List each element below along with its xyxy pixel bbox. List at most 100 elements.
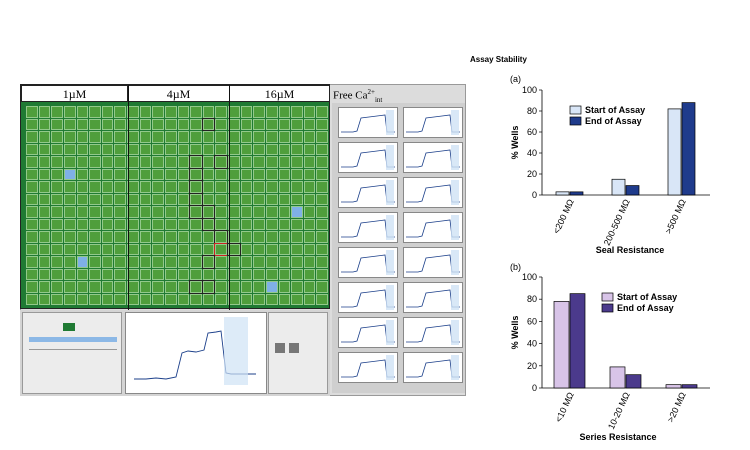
well-cell[interactable] xyxy=(152,118,164,130)
well-cell[interactable] xyxy=(164,293,177,305)
well-cell[interactable] xyxy=(152,268,164,280)
well-cell[interactable] xyxy=(228,231,240,243)
well-cell[interactable] xyxy=(265,218,278,230)
well-cell[interactable] xyxy=(38,131,51,143)
well-cell[interactable] xyxy=(240,268,253,280)
well-cell[interactable] xyxy=(253,156,265,168)
well-cell[interactable] xyxy=(101,193,114,205)
well-cell[interactable] xyxy=(152,156,164,168)
well-cell[interactable] xyxy=(139,293,152,305)
well-cell[interactable] xyxy=(101,268,114,280)
well-cell[interactable] xyxy=(63,106,76,118)
well-cell[interactable] xyxy=(177,218,190,230)
well-cell[interactable] xyxy=(202,231,215,243)
well-cell[interactable] xyxy=(76,106,89,118)
well-cell[interactable] xyxy=(152,193,164,205)
well-cell[interactable] xyxy=(240,181,253,193)
well-cell[interactable] xyxy=(291,156,303,168)
well-cell[interactable] xyxy=(189,205,203,219)
well-cell[interactable] xyxy=(127,293,139,305)
well-cell[interactable] xyxy=(139,243,152,255)
well-cell[interactable] xyxy=(265,131,278,143)
well-cell[interactable] xyxy=(228,193,240,205)
well-cell[interactable] xyxy=(278,131,291,143)
well-cell[interactable] xyxy=(76,143,89,155)
well-cell[interactable] xyxy=(51,206,63,218)
well-cell[interactable] xyxy=(228,131,240,143)
well-cell[interactable] xyxy=(190,218,202,230)
well-cell[interactable] xyxy=(190,231,202,243)
well-cell[interactable] xyxy=(228,256,240,268)
well-cell[interactable] xyxy=(316,243,328,255)
well-cell[interactable] xyxy=(177,206,190,218)
well-cell[interactable] xyxy=(26,143,38,155)
well-cell[interactable] xyxy=(114,231,126,243)
well-cell[interactable] xyxy=(139,156,152,168)
well-cell[interactable] xyxy=(201,117,216,131)
well-cell[interactable] xyxy=(303,268,316,280)
well-cell[interactable] xyxy=(190,243,202,255)
well-cell[interactable] xyxy=(89,156,101,168)
well-cell[interactable] xyxy=(265,206,278,218)
well-cell[interactable] xyxy=(127,131,139,143)
well-cell[interactable] xyxy=(291,143,303,155)
well-cell[interactable] xyxy=(177,168,190,180)
well-cell[interactable] xyxy=(76,181,89,193)
well-cell[interactable] xyxy=(114,193,126,205)
well-cell[interactable] xyxy=(26,206,38,218)
well-cell[interactable] xyxy=(38,243,51,255)
well-cell[interactable] xyxy=(26,168,38,180)
well-cell[interactable] xyxy=(63,256,76,268)
well-cell[interactable] xyxy=(303,293,316,305)
well-cell[interactable] xyxy=(316,118,328,130)
well-cell[interactable] xyxy=(291,131,303,143)
well-cell[interactable] xyxy=(139,168,152,180)
well-cell[interactable] xyxy=(101,206,114,218)
well-cell[interactable] xyxy=(51,193,63,205)
well-cell[interactable] xyxy=(152,243,164,255)
well-cell[interactable] xyxy=(253,256,265,268)
well-cell[interactable] xyxy=(265,243,278,255)
well-cell[interactable] xyxy=(215,293,227,305)
well-cell[interactable] xyxy=(303,156,316,168)
well-cell[interactable] xyxy=(164,231,177,243)
well-cell[interactable] xyxy=(51,268,63,280)
well-cell[interactable] xyxy=(316,231,328,243)
well-cell[interactable] xyxy=(26,193,38,205)
well-cell[interactable] xyxy=(316,268,328,280)
well-cell[interactable] xyxy=(240,256,253,268)
well-cell[interactable] xyxy=(291,231,303,243)
well-cell[interactable] xyxy=(38,218,51,230)
well-cell[interactable] xyxy=(177,281,190,293)
well-cell[interactable] xyxy=(114,156,126,168)
well-cell[interactable] xyxy=(240,231,253,243)
well-cell[interactable] xyxy=(177,181,190,193)
well-cell[interactable] xyxy=(152,168,164,180)
well-cell[interactable] xyxy=(278,218,291,230)
well-cell[interactable] xyxy=(316,106,328,118)
well-cell[interactable] xyxy=(101,118,114,130)
well-cell[interactable] xyxy=(278,281,291,293)
well-cell[interactable] xyxy=(51,181,63,193)
well-cell[interactable] xyxy=(164,168,177,180)
well-cell[interactable] xyxy=(76,206,89,218)
well-cell[interactable] xyxy=(190,293,202,305)
well-cell[interactable] xyxy=(114,206,126,218)
well-cell[interactable] xyxy=(291,181,303,193)
well-cell[interactable] xyxy=(51,131,63,143)
well-cell[interactable] xyxy=(240,243,253,255)
well-cell[interactable] xyxy=(177,243,190,255)
well-cell[interactable] xyxy=(228,118,240,130)
well-cell[interactable] xyxy=(253,218,265,230)
well-cell[interactable] xyxy=(316,143,328,155)
well-cell[interactable] xyxy=(253,118,265,130)
well-cell[interactable] xyxy=(89,118,101,130)
well-cell[interactable] xyxy=(152,181,164,193)
well-cell[interactable] xyxy=(253,231,265,243)
well-cell[interactable] xyxy=(265,143,278,155)
well-cell[interactable] xyxy=(201,255,216,269)
well-cell[interactable] xyxy=(177,118,190,130)
well-cell[interactable] xyxy=(303,218,316,230)
well-cell[interactable] xyxy=(51,106,63,118)
well-cell[interactable] xyxy=(114,143,126,155)
